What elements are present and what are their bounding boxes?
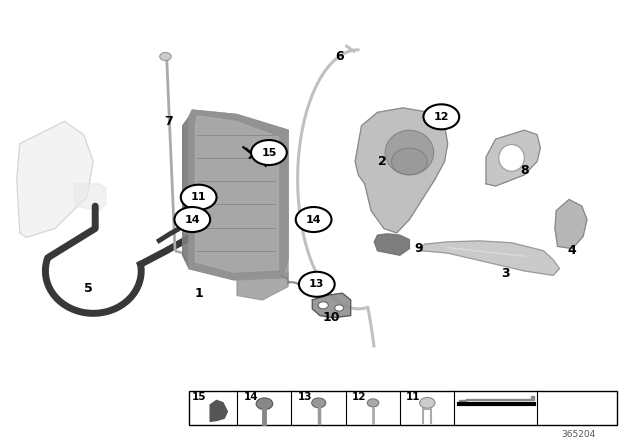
Text: 2: 2 bbox=[378, 155, 387, 168]
Polygon shape bbox=[419, 241, 559, 276]
Circle shape bbox=[256, 398, 273, 409]
Polygon shape bbox=[189, 110, 288, 280]
Ellipse shape bbox=[499, 145, 524, 171]
Circle shape bbox=[296, 207, 332, 232]
Text: 6: 6 bbox=[335, 50, 344, 63]
Text: 3: 3 bbox=[501, 267, 509, 280]
Polygon shape bbox=[195, 116, 278, 272]
Text: 14: 14 bbox=[306, 215, 321, 224]
Polygon shape bbox=[312, 293, 351, 318]
Text: 365204: 365204 bbox=[561, 430, 596, 439]
Text: 12: 12 bbox=[433, 112, 449, 122]
Ellipse shape bbox=[385, 130, 434, 175]
Text: 11: 11 bbox=[406, 392, 420, 402]
Circle shape bbox=[299, 272, 335, 297]
Circle shape bbox=[251, 140, 287, 165]
Text: 13: 13 bbox=[298, 392, 312, 402]
Circle shape bbox=[180, 185, 216, 210]
Polygon shape bbox=[182, 110, 288, 280]
Text: 7: 7 bbox=[164, 115, 172, 128]
Polygon shape bbox=[555, 199, 587, 249]
Polygon shape bbox=[355, 108, 448, 233]
FancyBboxPatch shape bbox=[189, 392, 617, 425]
Circle shape bbox=[318, 302, 328, 309]
Text: 13: 13 bbox=[309, 279, 324, 289]
Polygon shape bbox=[210, 401, 227, 422]
Ellipse shape bbox=[392, 148, 428, 175]
Text: 5: 5 bbox=[84, 282, 93, 295]
Text: 14: 14 bbox=[243, 392, 258, 402]
Polygon shape bbox=[460, 396, 534, 404]
Text: 11: 11 bbox=[191, 192, 207, 202]
Circle shape bbox=[312, 398, 326, 408]
Polygon shape bbox=[237, 273, 288, 300]
Circle shape bbox=[174, 207, 210, 232]
Text: 14: 14 bbox=[184, 215, 200, 224]
Text: 15: 15 bbox=[192, 392, 207, 402]
Text: 10: 10 bbox=[323, 311, 340, 324]
Text: 1: 1 bbox=[195, 287, 203, 300]
Circle shape bbox=[335, 305, 344, 311]
Polygon shape bbox=[374, 234, 410, 255]
Text: 4: 4 bbox=[568, 244, 577, 257]
Polygon shape bbox=[486, 130, 540, 186]
Text: 12: 12 bbox=[352, 392, 367, 402]
Text: 9: 9 bbox=[415, 242, 423, 255]
Circle shape bbox=[420, 397, 435, 408]
Circle shape bbox=[424, 104, 460, 129]
Circle shape bbox=[367, 399, 379, 407]
Polygon shape bbox=[74, 184, 106, 211]
Text: 15: 15 bbox=[261, 147, 276, 158]
Polygon shape bbox=[17, 121, 93, 237]
Circle shape bbox=[160, 52, 172, 60]
Text: 8: 8 bbox=[520, 164, 529, 177]
